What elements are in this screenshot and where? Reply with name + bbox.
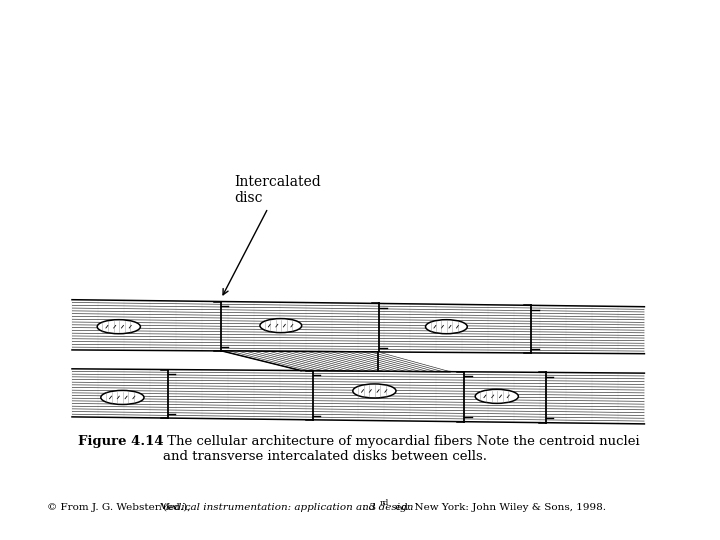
Text: . 3: . 3	[363, 503, 376, 512]
Text: © From J. G. Webster (ed.),: © From J. G. Webster (ed.),	[47, 503, 194, 512]
Polygon shape	[72, 369, 644, 424]
Polygon shape	[222, 351, 450, 372]
Ellipse shape	[260, 319, 302, 333]
Text: The cellular architecture of myocardial fibers Note the centroid nuclei
and tran: The cellular architecture of myocardial …	[163, 435, 639, 463]
Ellipse shape	[101, 390, 144, 404]
Ellipse shape	[97, 320, 140, 334]
Ellipse shape	[475, 389, 518, 403]
Text: ed. New York: John Wiley & Sons, 1998.: ed. New York: John Wiley & Sons, 1998.	[392, 503, 606, 512]
Polygon shape	[72, 300, 644, 354]
Text: Figure 4.14: Figure 4.14	[78, 435, 163, 448]
Text: Intercalated
disc: Intercalated disc	[223, 175, 320, 295]
Ellipse shape	[426, 320, 467, 334]
Text: rd: rd	[379, 499, 389, 507]
Text: Medical instrumentation: application and design: Medical instrumentation: application and…	[158, 503, 414, 512]
Ellipse shape	[353, 384, 396, 398]
